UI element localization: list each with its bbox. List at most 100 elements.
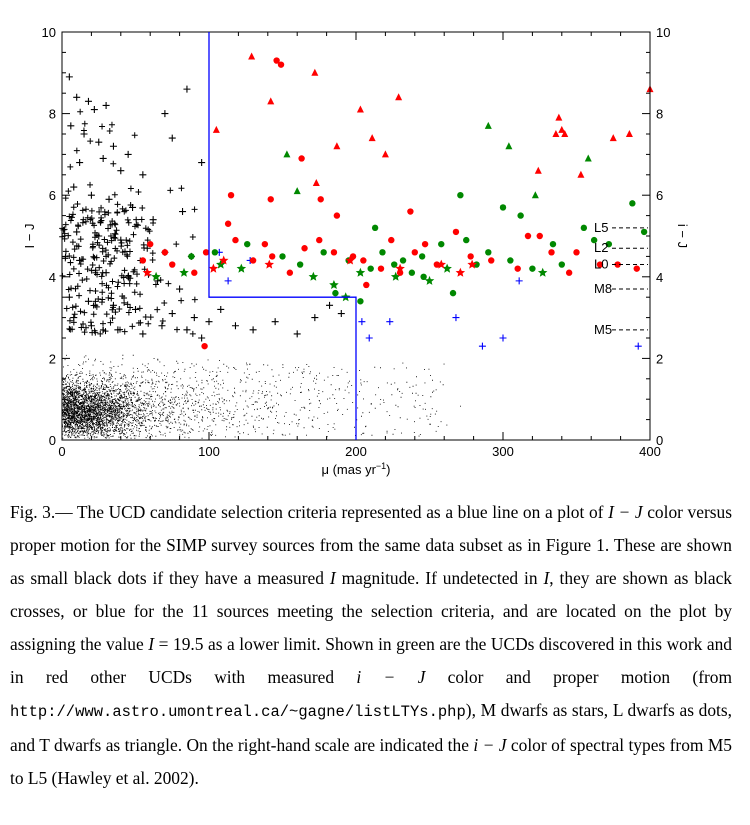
- undetected-source-cross: [183, 326, 191, 334]
- t-dwarf-triangle: [381, 150, 389, 158]
- l-dwarf-dot: [169, 261, 176, 268]
- undetected-source-cross: [87, 322, 95, 330]
- l-dwarf-dot: [301, 245, 308, 252]
- undetected-source-cross: [76, 256, 84, 264]
- undetected-source-cross: [84, 97, 92, 105]
- undetected-source-cross: [117, 236, 125, 244]
- undetected-source-cross: [168, 310, 176, 318]
- undetected-source-cross: [109, 301, 117, 309]
- measured-source-dot: [120, 411, 122, 413]
- m-dwarf-star: [151, 271, 161, 281]
- l-dwarf-dot: [549, 240, 557, 248]
- m-dwarf-star: [208, 263, 219, 273]
- undetected-source-cross: [249, 326, 257, 334]
- l-dwarf-dot: [536, 232, 543, 240]
- undetected-source-cross: [114, 326, 122, 334]
- measured-source-dot: [311, 419, 314, 421]
- l-dwarf-dot: [457, 192, 464, 199]
- l-dwarf-dot: [524, 232, 532, 240]
- m-dwarf-star: [345, 255, 355, 265]
- t-dwarf-triangle: [577, 170, 585, 178]
- undetected-source-cross: [143, 244, 151, 252]
- l-dwarf-dot: [202, 249, 210, 256]
- undetected-source-cross: [179, 208, 187, 216]
- l-dwarf-dot: [573, 249, 580, 256]
- undetected-source-cross: [205, 318, 213, 326]
- l-dwarf-dot: [360, 257, 367, 264]
- y-tick-label-right: 10: [656, 25, 670, 40]
- caption-math: I − J: [608, 502, 643, 522]
- l-dwarf-dot: [317, 196, 324, 203]
- undetected-source-cross: [149, 216, 157, 224]
- m-dwarf-star: [218, 255, 229, 265]
- l-dwarf-dot: [201, 342, 208, 350]
- l-dwarf-dot: [507, 257, 514, 264]
- t-dwarf-triangle: [311, 68, 319, 76]
- m-dwarf-star: [142, 267, 152, 277]
- undetected-source-cross: [67, 122, 75, 130]
- l-dwarf-dot: [420, 273, 427, 280]
- caption-fig-label: Fig. 3.—: [10, 502, 77, 522]
- undetected-source-cross: [70, 314, 78, 322]
- t-dwarf-triangle: [555, 113, 563, 121]
- measured-source-dot: [370, 403, 372, 405]
- undetected-source-cross: [158, 322, 166, 330]
- measured-source-dot: [98, 423, 100, 425]
- m-dwarf-star: [442, 263, 452, 273]
- l-dwarf-dot: [614, 261, 621, 268]
- t-dwarf-triangle: [212, 125, 220, 133]
- undetected-source-cross: [231, 322, 239, 330]
- l-dwarf-dot: [249, 257, 257, 264]
- spectral-type-label: L2: [594, 240, 608, 255]
- t-dwarf-triangle: [248, 52, 256, 60]
- l-dwarf-dot: [596, 261, 604, 268]
- l-dwarf-dot: [224, 220, 232, 227]
- l-dwarf-dot: [517, 212, 524, 219]
- caption-text: The UCD candidate selection criteria rep…: [76, 502, 609, 522]
- undetected-source-cross: [124, 150, 132, 158]
- t-dwarf-triangle: [561, 130, 569, 137]
- caption-text: color versus proper motion for the SIMP …: [10, 502, 732, 588]
- l-dwarf-dot: [316, 236, 323, 244]
- undetected-source-cross: [84, 297, 92, 305]
- undetected-source-cross: [99, 154, 107, 162]
- undetected-source-cross: [176, 285, 184, 293]
- measured-source-dot: [429, 423, 431, 425]
- caption-math: I: [148, 634, 155, 654]
- y-tick-label-right: 2: [656, 351, 663, 366]
- undetected-source-cross: [102, 101, 110, 109]
- undetected-source-cross: [139, 330, 147, 338]
- x-tick-label: 100: [198, 444, 220, 459]
- undetected-source-cross: [293, 330, 301, 338]
- m-dwarf-star: [455, 267, 466, 277]
- l-dwarf-dot: [514, 265, 521, 272]
- caption-url-link[interactable]: http://www.astro.umontreal.ca/~gagne/lis…: [10, 703, 466, 721]
- caption-math: i − J: [356, 667, 426, 687]
- selected-source-cross: [365, 334, 373, 342]
- l-dwarf-dot: [191, 269, 198, 276]
- m-dwarf-star: [329, 280, 339, 289]
- l-dwarf-dot: [467, 253, 474, 260]
- spectral-type-label: M5: [594, 322, 612, 337]
- undetected-source-cross: [102, 269, 110, 277]
- l-dwarf-dot: [421, 240, 429, 248]
- undetected-source-cross: [76, 159, 84, 167]
- undetected-source-cross: [70, 183, 78, 191]
- background-dots: [62, 354, 461, 439]
- l-dwarf-dot: [332, 289, 339, 297]
- undetected-source-cross: [90, 106, 98, 114]
- t-dwarf-triangle: [584, 154, 592, 162]
- selected-source-cross: [478, 342, 486, 350]
- x-tick-label: 0: [58, 444, 65, 459]
- l-dwarf-dot: [286, 269, 294, 276]
- undetected-source-cross: [117, 167, 125, 175]
- l-dwarf-dot: [605, 240, 613, 248]
- l-dwarf-dot: [379, 249, 386, 256]
- caption-text: , they are shown as black crosses, or bl…: [10, 568, 732, 654]
- caption-math: I: [329, 568, 336, 588]
- caption-math: I: [543, 568, 550, 588]
- undetected-crosses-cloud: [59, 108, 198, 337]
- y-tick-label-left: 0: [49, 433, 56, 448]
- measured-sources-cloud: [62, 354, 461, 439]
- l-dwarf-dot: [371, 224, 379, 232]
